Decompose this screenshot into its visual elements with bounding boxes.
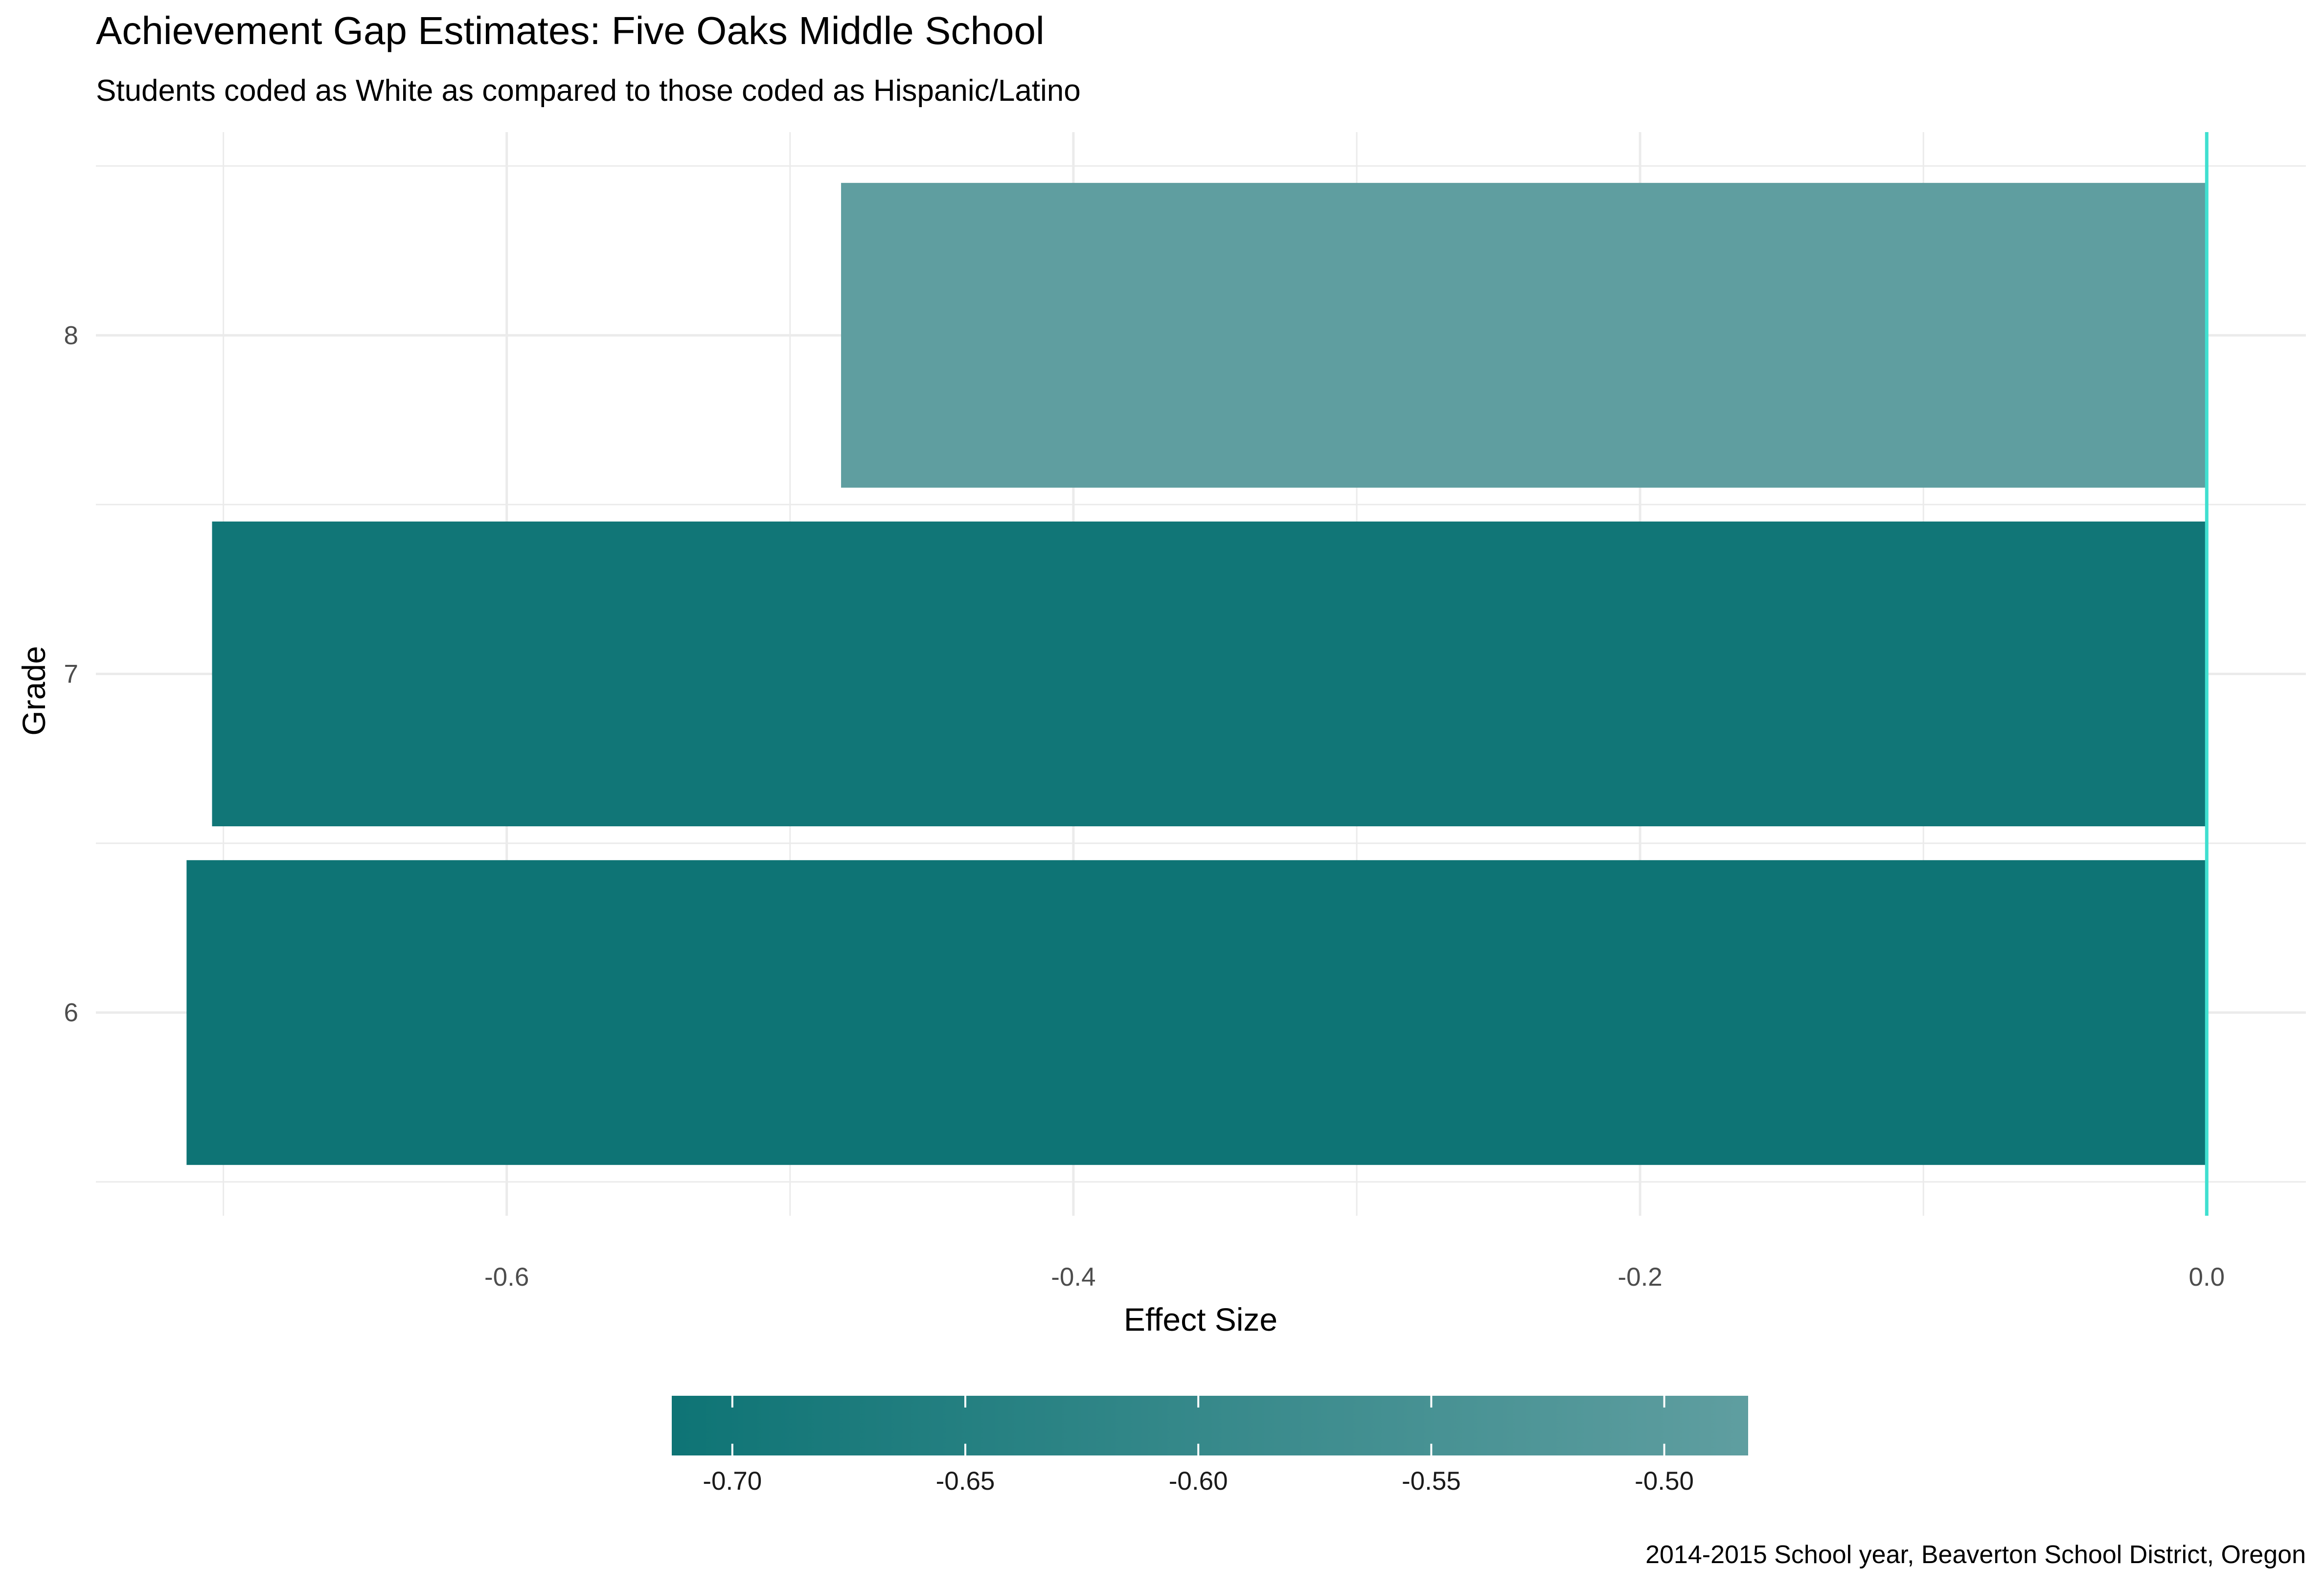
y-tick-label: 6: [64, 999, 78, 1027]
y-tick-label: 7: [64, 660, 78, 689]
x-tick-label: 0.0: [2188, 1263, 2225, 1292]
chart-title: Achievement Gap Estimates: Five Oaks Mid…: [96, 9, 1045, 52]
legend-tick-label: -0.55: [1402, 1467, 1461, 1496]
y-axis-ticks: 6 7 8: [64, 321, 78, 1027]
bar-grade-8: [841, 182, 2207, 488]
x-tick-label: -0.6: [484, 1263, 529, 1292]
chart-caption: 2014-2015 School year, Beaverton School …: [1645, 1541, 2306, 1569]
legend-ticks: -0.70 -0.65 -0.60 -0.55 -0.50: [703, 1396, 1694, 1496]
x-axis-title: Effect Size: [1124, 1301, 1277, 1338]
x-tick-label: -0.4: [1051, 1263, 1095, 1292]
bar-grade-6: [186, 860, 2207, 1165]
legend-tick-label: -0.50: [1635, 1467, 1694, 1496]
legend-tick-label: -0.60: [1169, 1467, 1228, 1496]
x-axis-ticks: -0.6 -0.4 -0.2 0.0: [484, 1263, 2225, 1292]
bar-grade-7: [212, 522, 2207, 826]
chart-subtitle: Students coded as White as compared to t…: [96, 74, 1081, 108]
legend-tick-label: -0.65: [936, 1467, 995, 1496]
color-legend: -0.70 -0.65 -0.60 -0.55 -0.50: [672, 1396, 1748, 1496]
y-axis-title: Grade: [16, 646, 52, 735]
y-tick-label: 8: [64, 321, 78, 350]
legend-tick-label: -0.70: [703, 1467, 762, 1496]
bars: [186, 182, 2207, 1165]
legend-colorbar: [672, 1396, 1748, 1455]
x-tick-label: -0.2: [1618, 1263, 1662, 1292]
